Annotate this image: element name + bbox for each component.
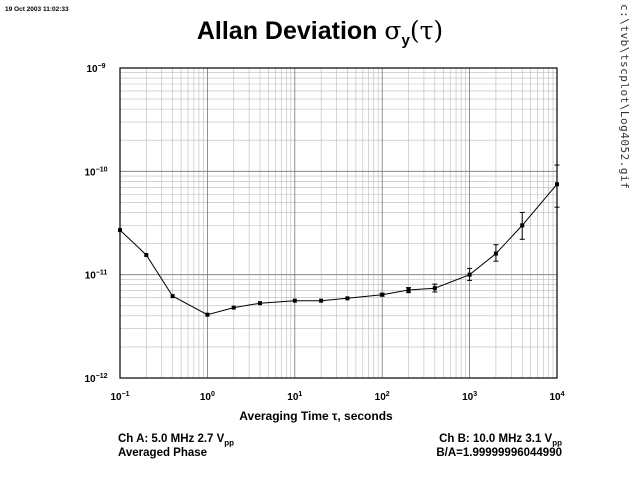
data-point [520,223,525,228]
x-tick-label: 100 [200,391,215,403]
x-axis-label: Averaging Time τ, seconds [239,409,393,423]
channel-b-info: Ch B: 10.0 MHz 3.1 Vpp [439,433,562,448]
data-point [432,286,437,291]
data-points [118,182,559,317]
y-tick-label: 10−10 [85,166,108,178]
data-point [493,251,498,256]
minor-grid [120,68,557,378]
data-point [406,288,411,293]
x-tick-labels: 10−1 100 101 102 103 104 [110,391,564,403]
chart-title: Allan Deviation σy(τ) [196,16,444,49]
x-tick-label: 101 [287,391,302,403]
data-point [319,298,324,303]
file-path-label: c:\tvb\tscplot\Log4052.gif [618,4,631,190]
x-tick-label: 10−1 [110,391,129,403]
plot-frame [119,67,558,379]
data-point [258,301,263,306]
y-tick-label: 10−11 [85,270,108,282]
data-point [205,312,210,317]
data-point [380,292,385,297]
x-tick-label: 103 [462,391,477,403]
mode-label: Averaged Phase [118,447,208,459]
series-line [119,183,558,316]
data-point [170,294,175,299]
ratio-label: B/A=1.99999996044990 [436,447,562,459]
data-point [345,296,350,301]
y-tick-label: 10−9 [86,63,105,75]
data-point [555,182,559,187]
channel-a-info: Ch A: 5.0 MHz 2.7 Vpp [118,433,235,448]
y-tick-label: 10−12 [85,373,108,385]
x-tick-label: 102 [375,391,390,403]
data-point [292,298,297,303]
timestamp: 19 Oct 2003 11:02:33 [5,6,69,13]
data-point [144,252,149,257]
y-tick-labels: 10−12 10−11 10−10 10−9 [85,63,108,385]
major-grid [119,68,557,379]
data-point [467,272,472,277]
data-point [231,305,236,310]
data-point [118,228,122,233]
x-tick-label: 104 [549,391,564,403]
